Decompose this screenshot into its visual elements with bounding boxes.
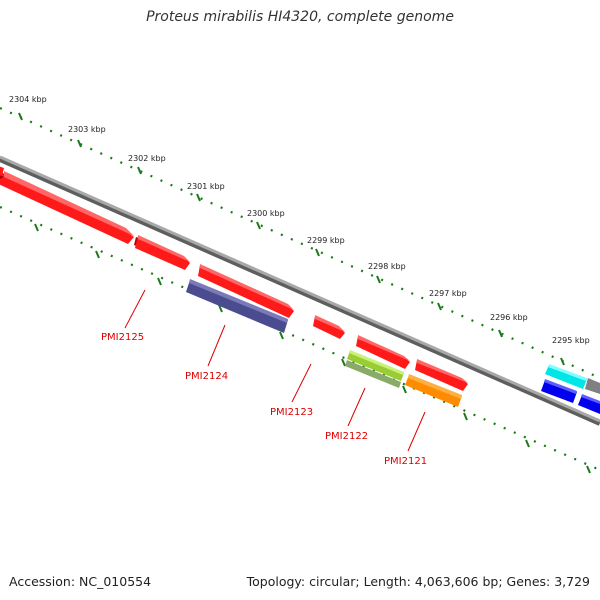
gene-label-pmi2122: PMI2122 <box>325 431 368 442</box>
ruler-label-2302: 2302 kbp <box>128 154 166 163</box>
forward-strand-genes <box>0 166 468 391</box>
gene-label-pmi2124: PMI2124 <box>185 371 228 382</box>
gene-red-2297-top <box>417 359 468 383</box>
gene-cyan <box>545 365 587 389</box>
ruler-tick <box>77 139 82 148</box>
gene-blue-2-top <box>581 394 600 404</box>
ruler-tick <box>463 412 468 421</box>
gene-red-edge <box>0 166 4 176</box>
ruler-tick <box>137 166 142 175</box>
gene-pmi2122 <box>347 351 404 381</box>
ruler-tick <box>95 250 100 259</box>
ruler-label-2299: 2299 kbp <box>307 236 345 245</box>
ruler-tick <box>218 304 223 313</box>
ruler-tick <box>341 358 346 367</box>
gene-cyan-top <box>548 364 587 381</box>
other-genes <box>186 279 600 414</box>
gene-red-2298 <box>356 336 410 369</box>
gene-red-2299-top <box>315 315 345 332</box>
gene-label-pmi2123: PMI2123 <box>270 407 313 418</box>
ruler-tick <box>315 248 320 257</box>
accession-text: Accession: NC_010554 <box>9 574 152 589</box>
gene-red-2301-top <box>200 264 294 310</box>
gene-red-2301 <box>198 265 294 318</box>
leader-pmi2124 <box>207 324 226 367</box>
ruler-tick <box>18 112 23 121</box>
map-title: Proteus mirabilis HI4320, complete genom… <box>146 9 454 25</box>
leader-pmi2125 <box>124 289 146 329</box>
ruler-label-2295: 2295 kbp <box>552 336 590 345</box>
gene-label-pmi2125: PMI2125 <box>101 332 144 343</box>
gene-pmi2122-top <box>349 350 404 375</box>
ruler-tick <box>196 193 201 202</box>
gene-red-2302-top <box>138 235 190 262</box>
genome-backbone <box>0 155 600 426</box>
gene-pmi2121-top <box>408 374 462 399</box>
ruler-label-2304: 2304 kbp <box>9 95 47 104</box>
ruler-label-2296: 2296 kbp <box>490 313 528 322</box>
inner-ruler-line <box>0 205 600 472</box>
gene-pmi2124 <box>186 280 288 333</box>
gene-red-2298-top <box>358 335 410 361</box>
backbone-shadow <box>0 156 600 426</box>
ruler-label-2297: 2297 kbp <box>429 289 467 298</box>
ruler-tick <box>279 331 284 340</box>
label-leaders <box>124 289 426 452</box>
ruler-tick <box>157 277 162 286</box>
ruler-label-2301: 2301 kbp <box>187 182 225 191</box>
gene-red-2297 <box>415 360 468 391</box>
outer-ruler: 2304 kbp 2303 kbp 2302 kbp 2301 kbp 2300… <box>0 95 600 380</box>
gene-blue-1 <box>541 380 577 403</box>
ruler-tick <box>560 357 565 366</box>
ruler-tick <box>437 302 442 311</box>
gene-blue-1-top <box>544 379 577 394</box>
ruler-label-2298: 2298 kbp <box>368 262 406 271</box>
ruler-tick <box>525 439 530 448</box>
gene-labels: PMI2125 PMI2124 PMI2123 PMI2122 PMI2121 <box>101 332 427 467</box>
gene-pmi2125-top <box>4 171 134 236</box>
ruler-tick <box>34 223 39 232</box>
genome-summary-text: Topology: circular; Length: 4,063,606 bp… <box>246 574 590 589</box>
gene-pmi2125 <box>0 172 134 244</box>
gene-red-2302 <box>135 236 190 270</box>
leader-pmi2123 <box>291 363 312 403</box>
gene-label-pmi2121: PMI2121 <box>384 456 427 467</box>
ruler-tick <box>376 275 381 284</box>
gene-blue-2 <box>578 395 600 414</box>
backbone-line <box>0 155 600 423</box>
gene-pmi2122-under <box>345 360 401 388</box>
ruler-label-2300: 2300 kbp <box>247 209 285 218</box>
ruler-label-2303: 2303 kbp <box>68 125 106 134</box>
ruler-tick <box>402 385 407 394</box>
ruler-tick <box>256 221 261 230</box>
ruler-tick <box>586 465 591 474</box>
gene-red-2299 <box>313 316 345 339</box>
ruler-tick <box>498 329 503 338</box>
gene-pmi2121 <box>405 375 462 407</box>
outer-ruler-line <box>0 106 600 380</box>
gene-pmi2124-top <box>189 279 288 323</box>
leader-pmi2121 <box>407 411 426 452</box>
inner-ruler <box>0 205 600 474</box>
gene-grey <box>585 378 600 394</box>
leader-pmi2122 <box>347 387 366 427</box>
